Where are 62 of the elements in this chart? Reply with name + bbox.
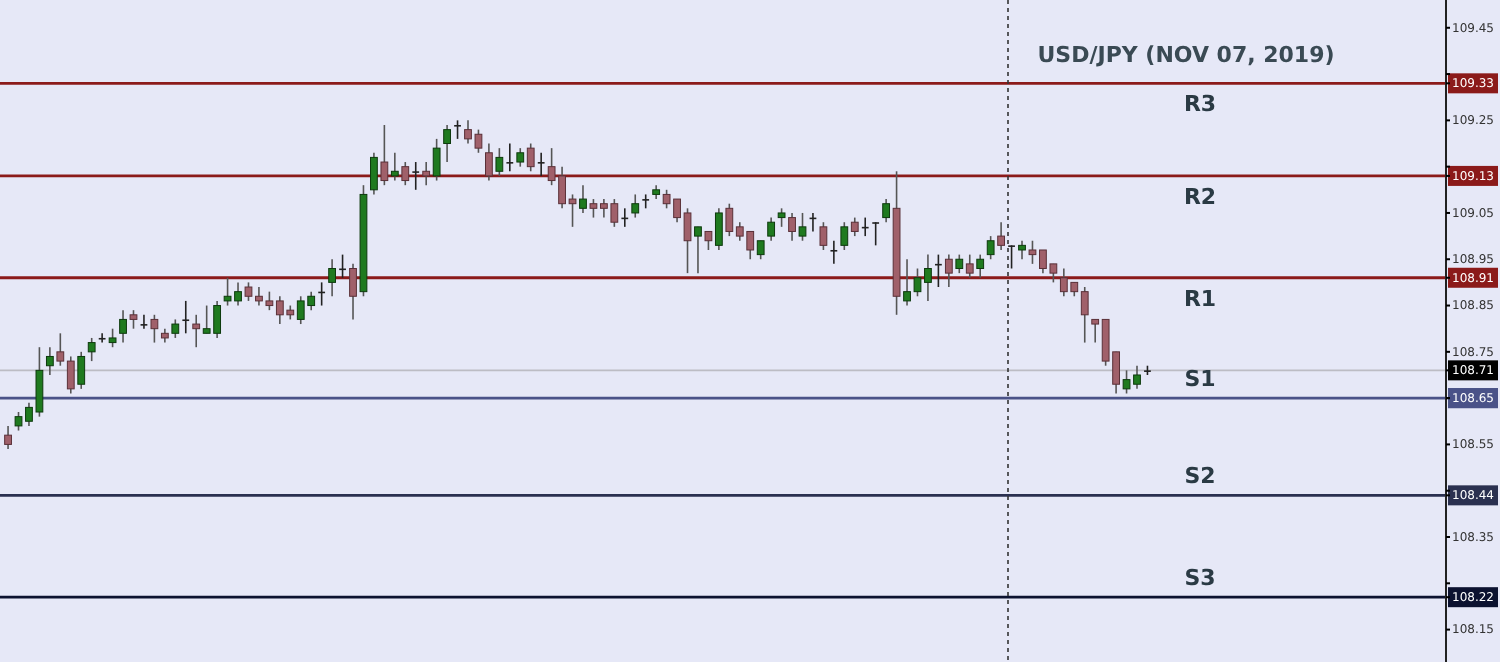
candlestick (767, 216, 776, 242)
candlestick (537, 151, 545, 177)
candlestick (192, 314, 201, 348)
candlestick (526, 142, 535, 173)
candlestick (704, 230, 713, 251)
candlestick (955, 253, 964, 274)
candlestick (401, 161, 410, 186)
candlestick (944, 253, 953, 288)
candlestick (830, 239, 838, 265)
candlestick (882, 198, 891, 224)
candlestick (87, 337, 96, 362)
candlestick (714, 207, 723, 251)
candlestick (45, 346, 54, 376)
candlestick (506, 142, 514, 173)
candlestick (432, 138, 441, 182)
candlestick (976, 253, 985, 279)
ref-line-label: S2 (1184, 463, 1216, 490)
candlestick (1018, 239, 1026, 261)
candlestick (965, 253, 974, 279)
candlestick (1008, 244, 1015, 270)
candlestick (171, 318, 180, 339)
ref-line-label: S3 (1184, 565, 1216, 592)
candlestick (370, 151, 378, 196)
candlestick (422, 161, 431, 186)
candlestick (694, 226, 702, 274)
candlestick (328, 258, 336, 298)
candlestick (986, 235, 995, 261)
candlestick (119, 309, 127, 344)
candlestick (997, 221, 1006, 251)
candlestick (349, 263, 357, 321)
candlestick (819, 221, 828, 251)
candlestick (850, 216, 859, 237)
candlestick (872, 221, 880, 247)
candlestick (798, 212, 807, 242)
ref-line-label: R1 (1183, 285, 1217, 312)
candlestick (380, 124, 389, 186)
candlestick (840, 221, 849, 251)
candlestick (150, 314, 159, 344)
candlestick (182, 300, 190, 335)
text: USD/JPY (NOV 07, 2019) (1037, 42, 1335, 68)
ref-line-label: S1 (1184, 366, 1216, 393)
candlestick (412, 161, 420, 191)
candlestick (108, 327, 117, 348)
candlestick (454, 119, 461, 140)
candlestick (631, 193, 640, 219)
candlestick (129, 309, 138, 330)
ref-line-label: R2 (1183, 183, 1217, 210)
candlestick (98, 332, 106, 344)
candlestick (140, 314, 148, 330)
candlestick (579, 184, 587, 214)
candlestick (788, 212, 796, 242)
candlestick (495, 147, 504, 177)
candlestick (777, 207, 786, 228)
candlestick (642, 193, 650, 210)
candlestick (4, 425, 12, 450)
ref-line-label: R3 (1183, 91, 1217, 118)
candlestick (390, 151, 399, 182)
candlestick (756, 239, 765, 261)
candlestick (485, 142, 493, 182)
candlestick (77, 351, 86, 390)
candlestick (516, 147, 525, 168)
candlestick (443, 124, 451, 163)
